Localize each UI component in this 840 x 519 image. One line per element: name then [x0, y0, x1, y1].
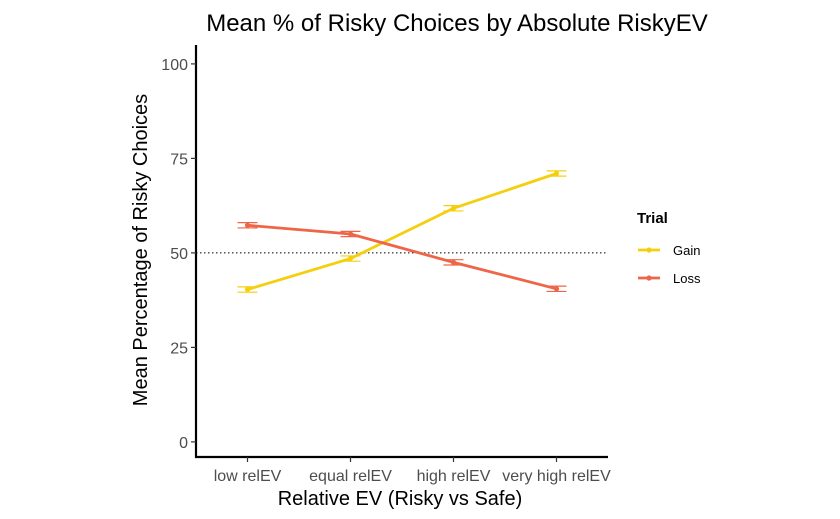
series-loss	[237, 222, 567, 293]
legend: Trial Gain Loss	[637, 210, 701, 286]
legend-title: Trial	[637, 210, 668, 227]
legend-marker-gain	[646, 247, 652, 253]
data-point-gain	[347, 255, 354, 262]
y-tick-label: 50	[170, 246, 188, 263]
chart-title: Mean % of Risky Choices by Absolute Risk…	[206, 10, 708, 37]
legend-label-loss: Loss	[673, 271, 701, 286]
x-tick-label: very high relEV	[502, 468, 611, 485]
plot-area: 0 25 50 75 100 low relEV equal relEV high relEV…	[161, 45, 611, 485]
x-tick-label: high relEV	[417, 468, 491, 485]
series-line-gain	[247, 172, 557, 291]
data-point-gain	[450, 205, 457, 211]
legend-item-gain: Gain	[638, 243, 700, 258]
data-point-loss	[347, 231, 354, 237]
legend-marker-loss	[646, 275, 652, 281]
y-tick-label: 0	[179, 435, 188, 452]
data-point-gain	[244, 286, 251, 293]
series-gain	[237, 170, 567, 293]
y-tick-label: 75	[170, 151, 188, 168]
data-point-gain	[553, 170, 560, 177]
x-axis-title: Relative EV (Risky vs Safe)	[278, 488, 523, 510]
y-tick-label: 25	[170, 340, 188, 357]
x-tick-label: equal relEV	[309, 468, 392, 485]
x-tick-label: low relEV	[214, 468, 282, 485]
series-line-loss	[247, 223, 557, 291]
y-tick-label: 100	[161, 57, 188, 74]
data-point-loss	[553, 286, 560, 292]
y-axis-title: Mean Percentage of Risky Choices	[130, 94, 152, 406]
data-point-loss	[244, 222, 251, 228]
data-point-loss	[450, 259, 457, 265]
legend-label-gain: Gain	[673, 243, 700, 258]
legend-item-loss: Loss	[638, 271, 701, 286]
